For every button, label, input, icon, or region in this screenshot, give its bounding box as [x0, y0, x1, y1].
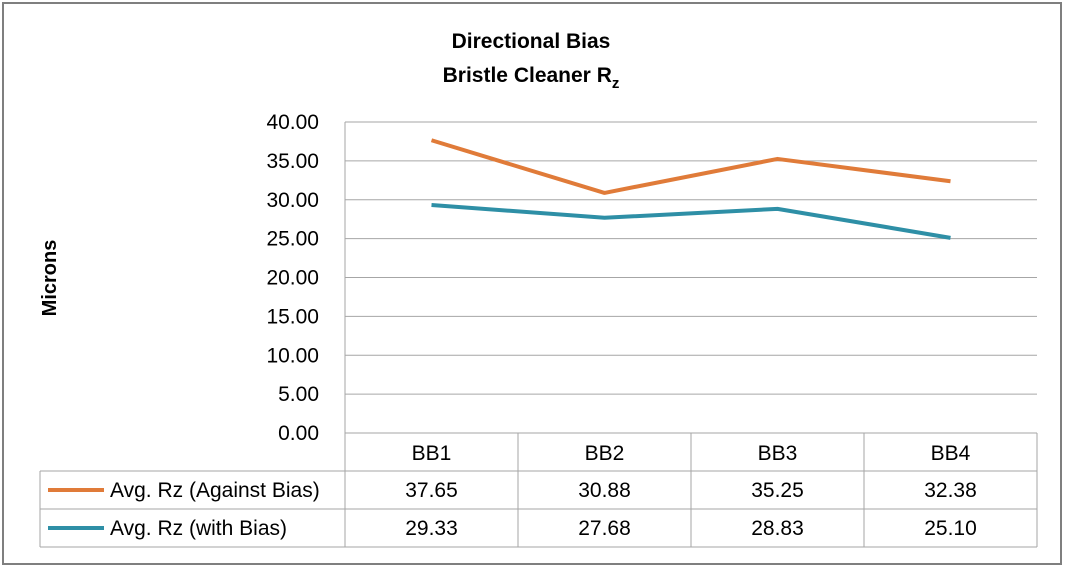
series-line: [430, 138, 951, 195]
legend-label: Avg. Rz (with Bias): [110, 517, 287, 540]
y-tick-label: 5.00: [278, 383, 319, 406]
y-tick-label: 20.00: [266, 267, 319, 290]
y-tick-label: 35.00: [266, 150, 319, 173]
chart-subtitle: Bristle Cleaner Rz: [443, 64, 620, 92]
y-tick-label: 0.00: [278, 422, 319, 445]
chart-subtitle-subscript: z: [612, 75, 620, 92]
y-tick-label: 30.00: [266, 189, 319, 212]
data-table: BB1 BB2 BB3 BB4 Avg. Rz (Against Bias) 37.65 3…: [39, 122, 1038, 548]
data-label: 25.10: [924, 517, 977, 540]
x-tick-label: BB4: [931, 442, 971, 465]
data-label: 35.25: [751, 479, 804, 502]
chart-subtitle-main: Bristle Cleaner R: [443, 64, 612, 87]
x-tick-label: BB3: [758, 442, 798, 465]
y-tick-label: 25.00: [266, 228, 319, 251]
data-label: 29.33: [405, 517, 458, 540]
gridlines: [345, 121, 1037, 395]
y-axis-label: Microns: [39, 240, 61, 317]
legend-label: Avg. Rz (Against Bias): [110, 479, 320, 502]
data-label: 27.68: [578, 517, 631, 540]
data-label: 32.38: [924, 479, 977, 502]
series-lines: [430, 138, 951, 240]
chart-title: Directional Bias: [452, 30, 611, 53]
data-label: 30.88: [578, 479, 631, 502]
y-tick-label: 10.00: [266, 344, 319, 367]
x-tick-label: BB2: [585, 442, 625, 465]
data-label: 28.83: [751, 517, 804, 540]
data-label: 37.65: [405, 479, 458, 502]
x-tick-label: BB1: [412, 442, 452, 465]
series-line: [431, 202, 951, 240]
y-tick-label: 15.00: [266, 305, 319, 328]
y-tick-labels: 0.00 5.00 10.00 15.00 20.00 25.00 30.00 35.00 40…: [266, 111, 319, 445]
y-tick-label: 40.00: [266, 111, 319, 134]
